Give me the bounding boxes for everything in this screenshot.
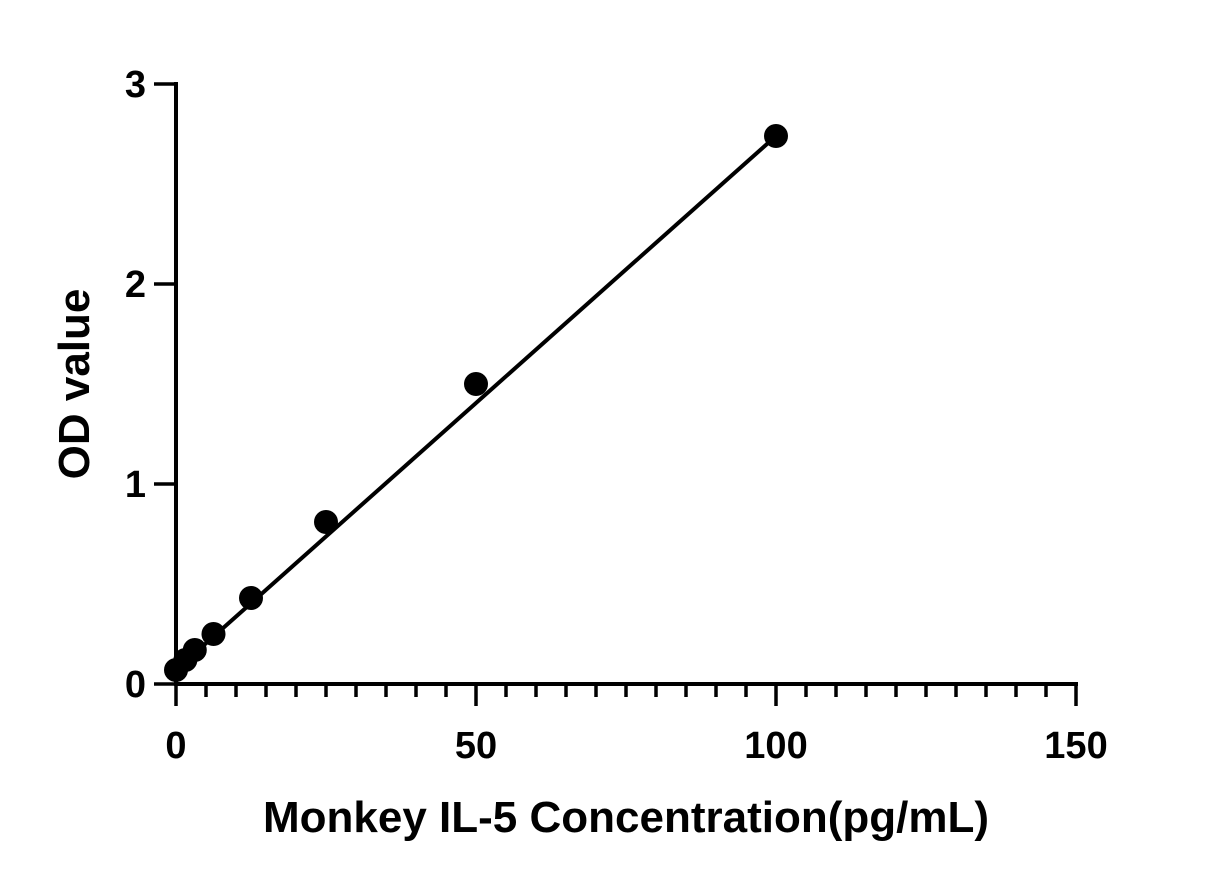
x-axis-title: Monkey IL-5 Concentration(pg/mL) (263, 793, 989, 842)
y-tick-label: 2 (125, 264, 146, 306)
data-point (464, 372, 488, 396)
axes (174, 82, 1078, 686)
x-tick-label: 0 (165, 725, 186, 767)
y-tick-label: 0 (125, 664, 146, 706)
x-tick-label: 150 (1044, 725, 1107, 767)
data-point (182, 638, 207, 662)
data-point (201, 622, 226, 646)
y-tick-label: 1 (125, 464, 146, 506)
x-tick-label: 100 (744, 725, 807, 767)
fit-line (174, 134, 778, 672)
data-point (314, 510, 338, 534)
y-axis-title: OD value (50, 289, 99, 480)
y-axis-ticks: 0 1 2 3 (125, 64, 176, 706)
y-tick-label: 3 (125, 64, 146, 106)
x-axis-ticks: 0 50 100 150 (165, 684, 1108, 767)
data-point (239, 586, 263, 610)
plot-area (164, 124, 788, 682)
x-tick-label: 50 (455, 725, 497, 767)
data-point (764, 124, 788, 148)
